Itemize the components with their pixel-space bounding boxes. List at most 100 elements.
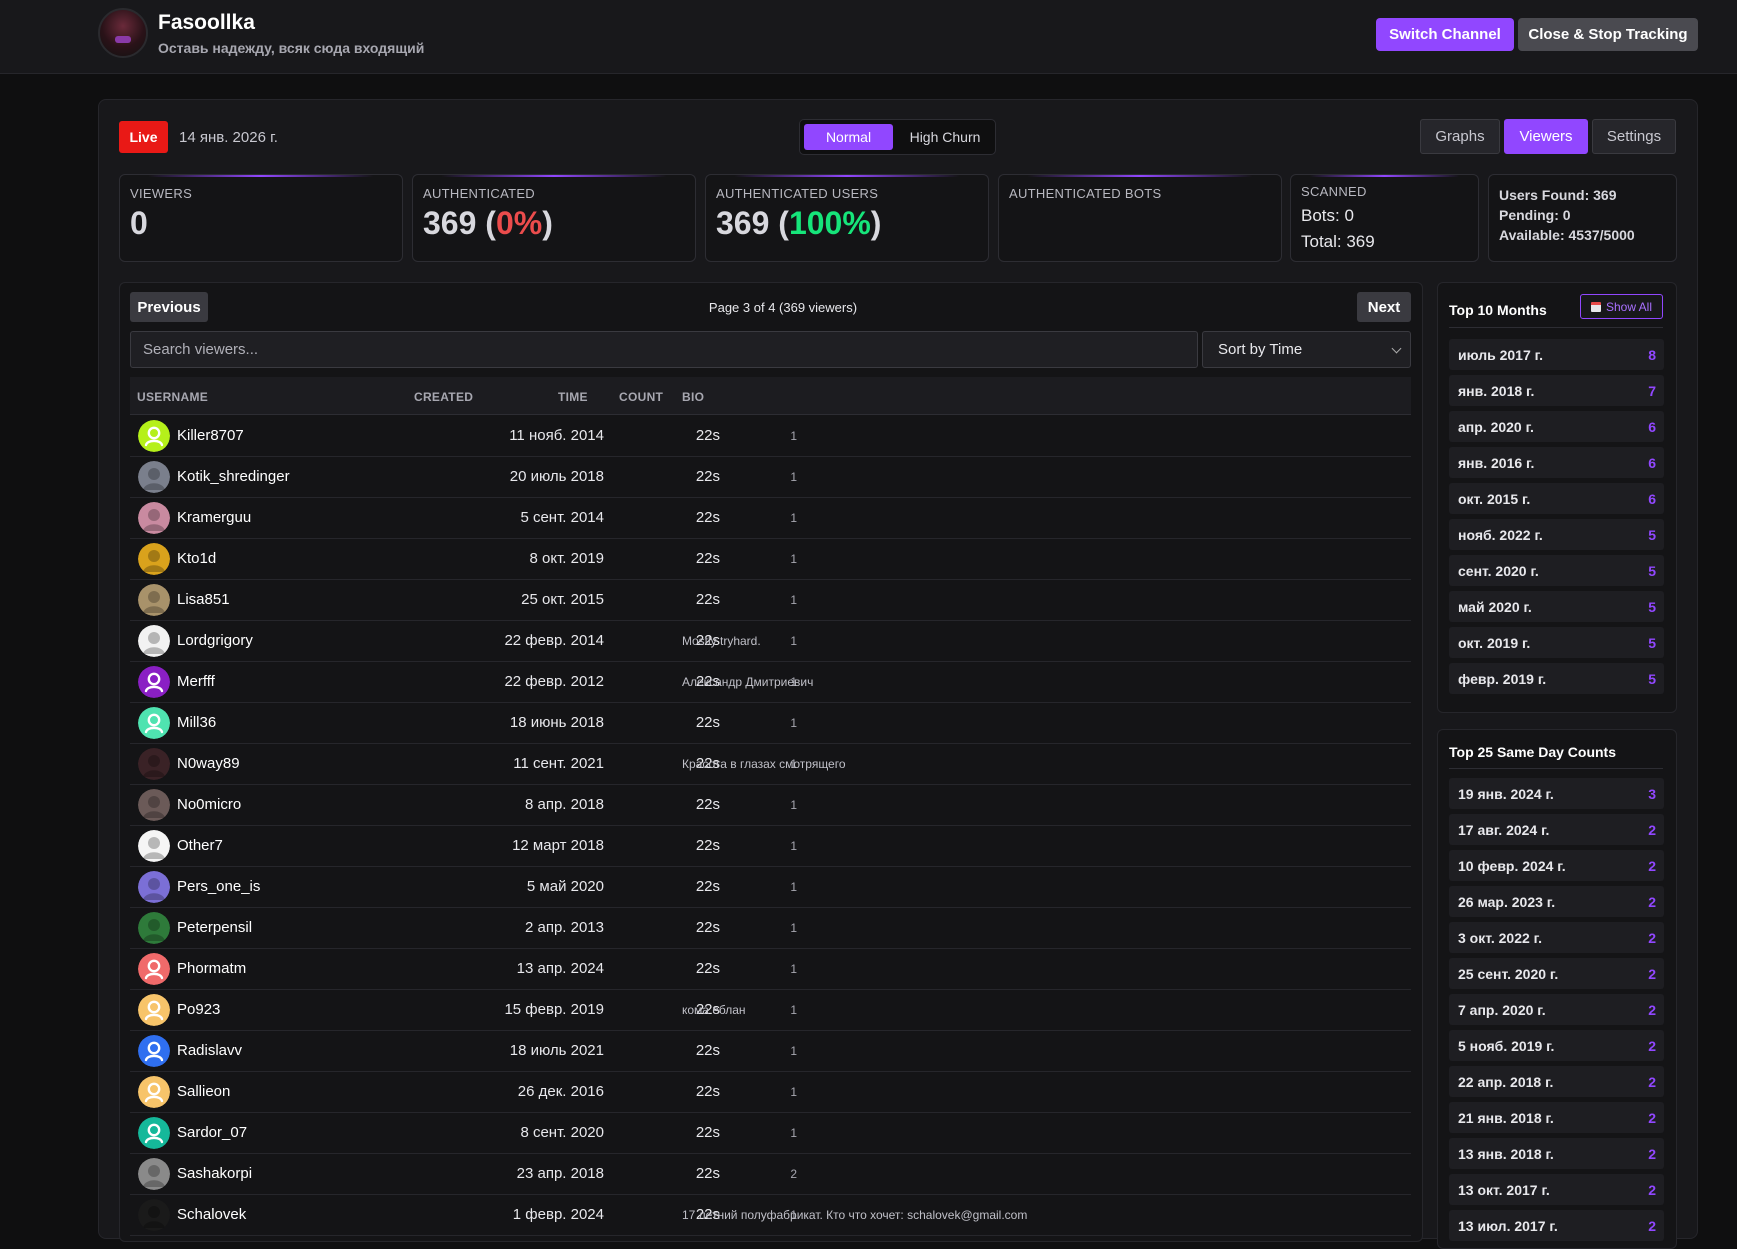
list-item[interactable]: янв. 2016 г. 6 — [1449, 447, 1664, 478]
list-item[interactable]: 13 янв. 2018 г. 2 — [1449, 1138, 1664, 1169]
username[interactable]: Sashakorpi — [177, 1165, 253, 1182]
table-row[interactable]: Peterpensil 2 апр. 2013 22s 1 — [130, 908, 1411, 949]
tab-graphs[interactable]: Graphs — [1420, 119, 1500, 154]
list-item[interactable]: нояб. 2022 г. 5 — [1449, 519, 1664, 550]
table-row[interactable]: Other7 12 март 2018 22s 1 — [130, 826, 1411, 867]
list-item[interactable]: окт. 2015 г. 6 — [1449, 483, 1664, 514]
channel-avatar — [98, 8, 148, 58]
username[interactable]: Killer8707 — [177, 427, 244, 444]
previous-page-button[interactable]: Previous — [130, 292, 208, 322]
list-item[interactable]: 13 окт. 2017 г. 2 — [1449, 1174, 1664, 1205]
column-username[interactable]: USERNAME — [137, 390, 209, 404]
list-item[interactable]: 26 мар. 2023 г. 2 — [1449, 886, 1664, 917]
list-item-label: сент. 2020 г. — [1458, 563, 1539, 579]
username[interactable]: Peterpensil — [177, 919, 253, 936]
table-row[interactable]: Pers_one_is 5 май 2020 22s 1 — [130, 867, 1411, 908]
mode-normal-button[interactable]: Normal — [804, 124, 893, 150]
created-date: 18 июль 2021 — [509, 1042, 604, 1059]
list-item[interactable]: апр. 2020 г. 6 — [1449, 411, 1664, 442]
username[interactable]: Radislavv — [177, 1042, 243, 1059]
table-row[interactable]: Kotik_shredinger 20 июль 2018 22s 1 — [130, 457, 1411, 498]
avatar — [138, 461, 170, 493]
authenticated-stat-card: AUTHENTICATED 369 (0%) — [412, 174, 696, 262]
search-viewers-input[interactable] — [130, 331, 1198, 368]
tab-viewers[interactable]: Viewers — [1504, 119, 1588, 154]
column-created[interactable]: CREATED — [414, 390, 474, 404]
table-row[interactable]: Mill36 18 июнь 2018 22s 1 — [130, 703, 1411, 744]
list-item[interactable]: 19 янв. 2024 г. 3 — [1449, 778, 1664, 809]
watch-time: 22s — [695, 1042, 720, 1059]
list-item[interactable]: 10 февр. 2024 г. 2 — [1449, 850, 1664, 881]
username[interactable]: Phormatm — [177, 960, 247, 977]
count: 1 — [790, 880, 797, 894]
list-item[interactable]: июль 2017 г. 8 — [1449, 339, 1664, 370]
table-row[interactable]: Kto1d 8 окт. 2019 22s 1 — [130, 539, 1411, 580]
username[interactable]: Kramerguu — [177, 509, 252, 526]
tab-settings[interactable]: Settings — [1592, 119, 1676, 154]
list-item[interactable]: 25 сент. 2020 г. 2 — [1449, 958, 1664, 989]
table-row[interactable]: Merfff 22 февр. 2012 22s 1 Александр Дмитрие… — [130, 662, 1411, 703]
avatar — [138, 789, 170, 821]
column-time[interactable]: TIME — [558, 390, 588, 404]
list-item[interactable]: 5 нояб. 2019 г. 2 — [1449, 1030, 1664, 1061]
list-item-label: 13 янв. 2018 г. — [1458, 1146, 1554, 1162]
avatar — [138, 994, 170, 1026]
username[interactable]: Schalovek — [177, 1206, 247, 1223]
table-row[interactable]: N0way89 11 сент. 2021 22s 1 Красота в глазах… — [130, 744, 1411, 785]
username[interactable]: Lordgrigory — [177, 632, 253, 649]
authenticated-bots-stat-card: AUTHENTICATED BOTS — [998, 174, 1282, 262]
username[interactable]: Mill36 — [177, 714, 217, 731]
table-row[interactable]: Phormatm 13 апр. 2024 22s 1 — [130, 949, 1411, 990]
table-row[interactable]: Schalovek 1 февр. 2024 22s 1 17 летний полуф… — [130, 1195, 1411, 1236]
table-row[interactable]: Sashakorpi 23 апр. 2018 22s 2 — [130, 1154, 1411, 1195]
username[interactable]: Sardor_07 — [177, 1124, 248, 1141]
mode-high-churn-button[interactable]: High Churn — [909, 129, 981, 145]
watch-time: 22s — [695, 755, 720, 772]
table-row[interactable]: Sallieon 26 дек. 2016 22s 1 — [130, 1072, 1411, 1113]
watch-time: 22s — [695, 919, 720, 936]
avatar — [138, 953, 170, 985]
username[interactable]: Other7 — [177, 837, 223, 854]
show-all-button[interactable]: Show All — [1580, 294, 1663, 319]
list-item-count: 2 — [1648, 966, 1656, 982]
username[interactable]: Merfff — [177, 673, 215, 690]
list-item[interactable]: 17 авг. 2024 г. 2 — [1449, 814, 1664, 845]
list-item-count: 3 — [1648, 786, 1656, 802]
username[interactable]: No0micro — [177, 796, 242, 813]
table-row[interactable]: Po923 15 февр. 2019 22s 1 кома еблан — [130, 990, 1411, 1031]
list-item[interactable]: 21 янв. 2018 г. 2 — [1449, 1102, 1664, 1133]
username[interactable]: Pers_one_is — [177, 878, 261, 895]
top-months-card: Top 10 Months Show All июль 2017 г. 8 янв.… — [1437, 282, 1677, 713]
username[interactable]: Po923 — [177, 1001, 221, 1018]
list-item[interactable]: окт. 2019 г. 5 — [1449, 627, 1664, 658]
table-row[interactable]: Lordgrigory 22 февр. 2014 22s 1 Mostly tryha… — [130, 621, 1411, 662]
username[interactable]: Kto1d — [177, 550, 217, 567]
username[interactable]: Kotik_shredinger — [177, 468, 290, 485]
divider — [1449, 768, 1663, 769]
created-date: 22 февр. 2014 — [504, 632, 604, 649]
table-row[interactable]: Killer8707 11 нояб. 2014 22s 1 — [130, 416, 1411, 457]
switch-channel-button[interactable]: Switch Channel — [1376, 18, 1514, 51]
table-row[interactable]: Radislavv 18 июль 2021 22s 1 — [130, 1031, 1411, 1072]
table-row[interactable]: Kramerguu 5 сент. 2014 22s 1 — [130, 498, 1411, 539]
sort-select[interactable]: Sort by Time — [1202, 331, 1411, 368]
username[interactable]: Lisa851 — [177, 591, 230, 608]
column-bio[interactable]: BIO — [682, 390, 705, 404]
list-item[interactable]: янв. 2018 г. 7 — [1449, 375, 1664, 406]
list-item[interactable]: 3 окт. 2022 г. 2 — [1449, 922, 1664, 953]
list-item[interactable]: 7 апр. 2020 г. 2 — [1449, 994, 1664, 1025]
list-item[interactable]: сент. 2020 г. 5 — [1449, 555, 1664, 586]
list-item-count: 2 — [1648, 1074, 1656, 1090]
list-item[interactable]: май 2020 г. 5 — [1449, 591, 1664, 622]
table-row[interactable]: Lisa851 25 окт. 2015 22s 1 — [130, 580, 1411, 621]
table-row[interactable]: No0micro 8 апр. 2018 22s 1 — [130, 785, 1411, 826]
column-count[interactable]: COUNT — [619, 390, 664, 404]
list-item[interactable]: февр. 2019 г. 5 — [1449, 663, 1664, 694]
next-page-button[interactable]: Next — [1357, 292, 1411, 322]
username[interactable]: Sallieon — [177, 1083, 231, 1100]
close-stop-tracking-button[interactable]: Close & Stop Tracking — [1518, 18, 1698, 51]
username[interactable]: N0way89 — [177, 755, 240, 772]
watch-time: 22s — [695, 714, 720, 731]
table-row[interactable]: Sardor_07 8 сент. 2020 22s 1 — [130, 1113, 1411, 1154]
list-item[interactable]: 22 апр. 2018 г. 2 — [1449, 1066, 1664, 1097]
